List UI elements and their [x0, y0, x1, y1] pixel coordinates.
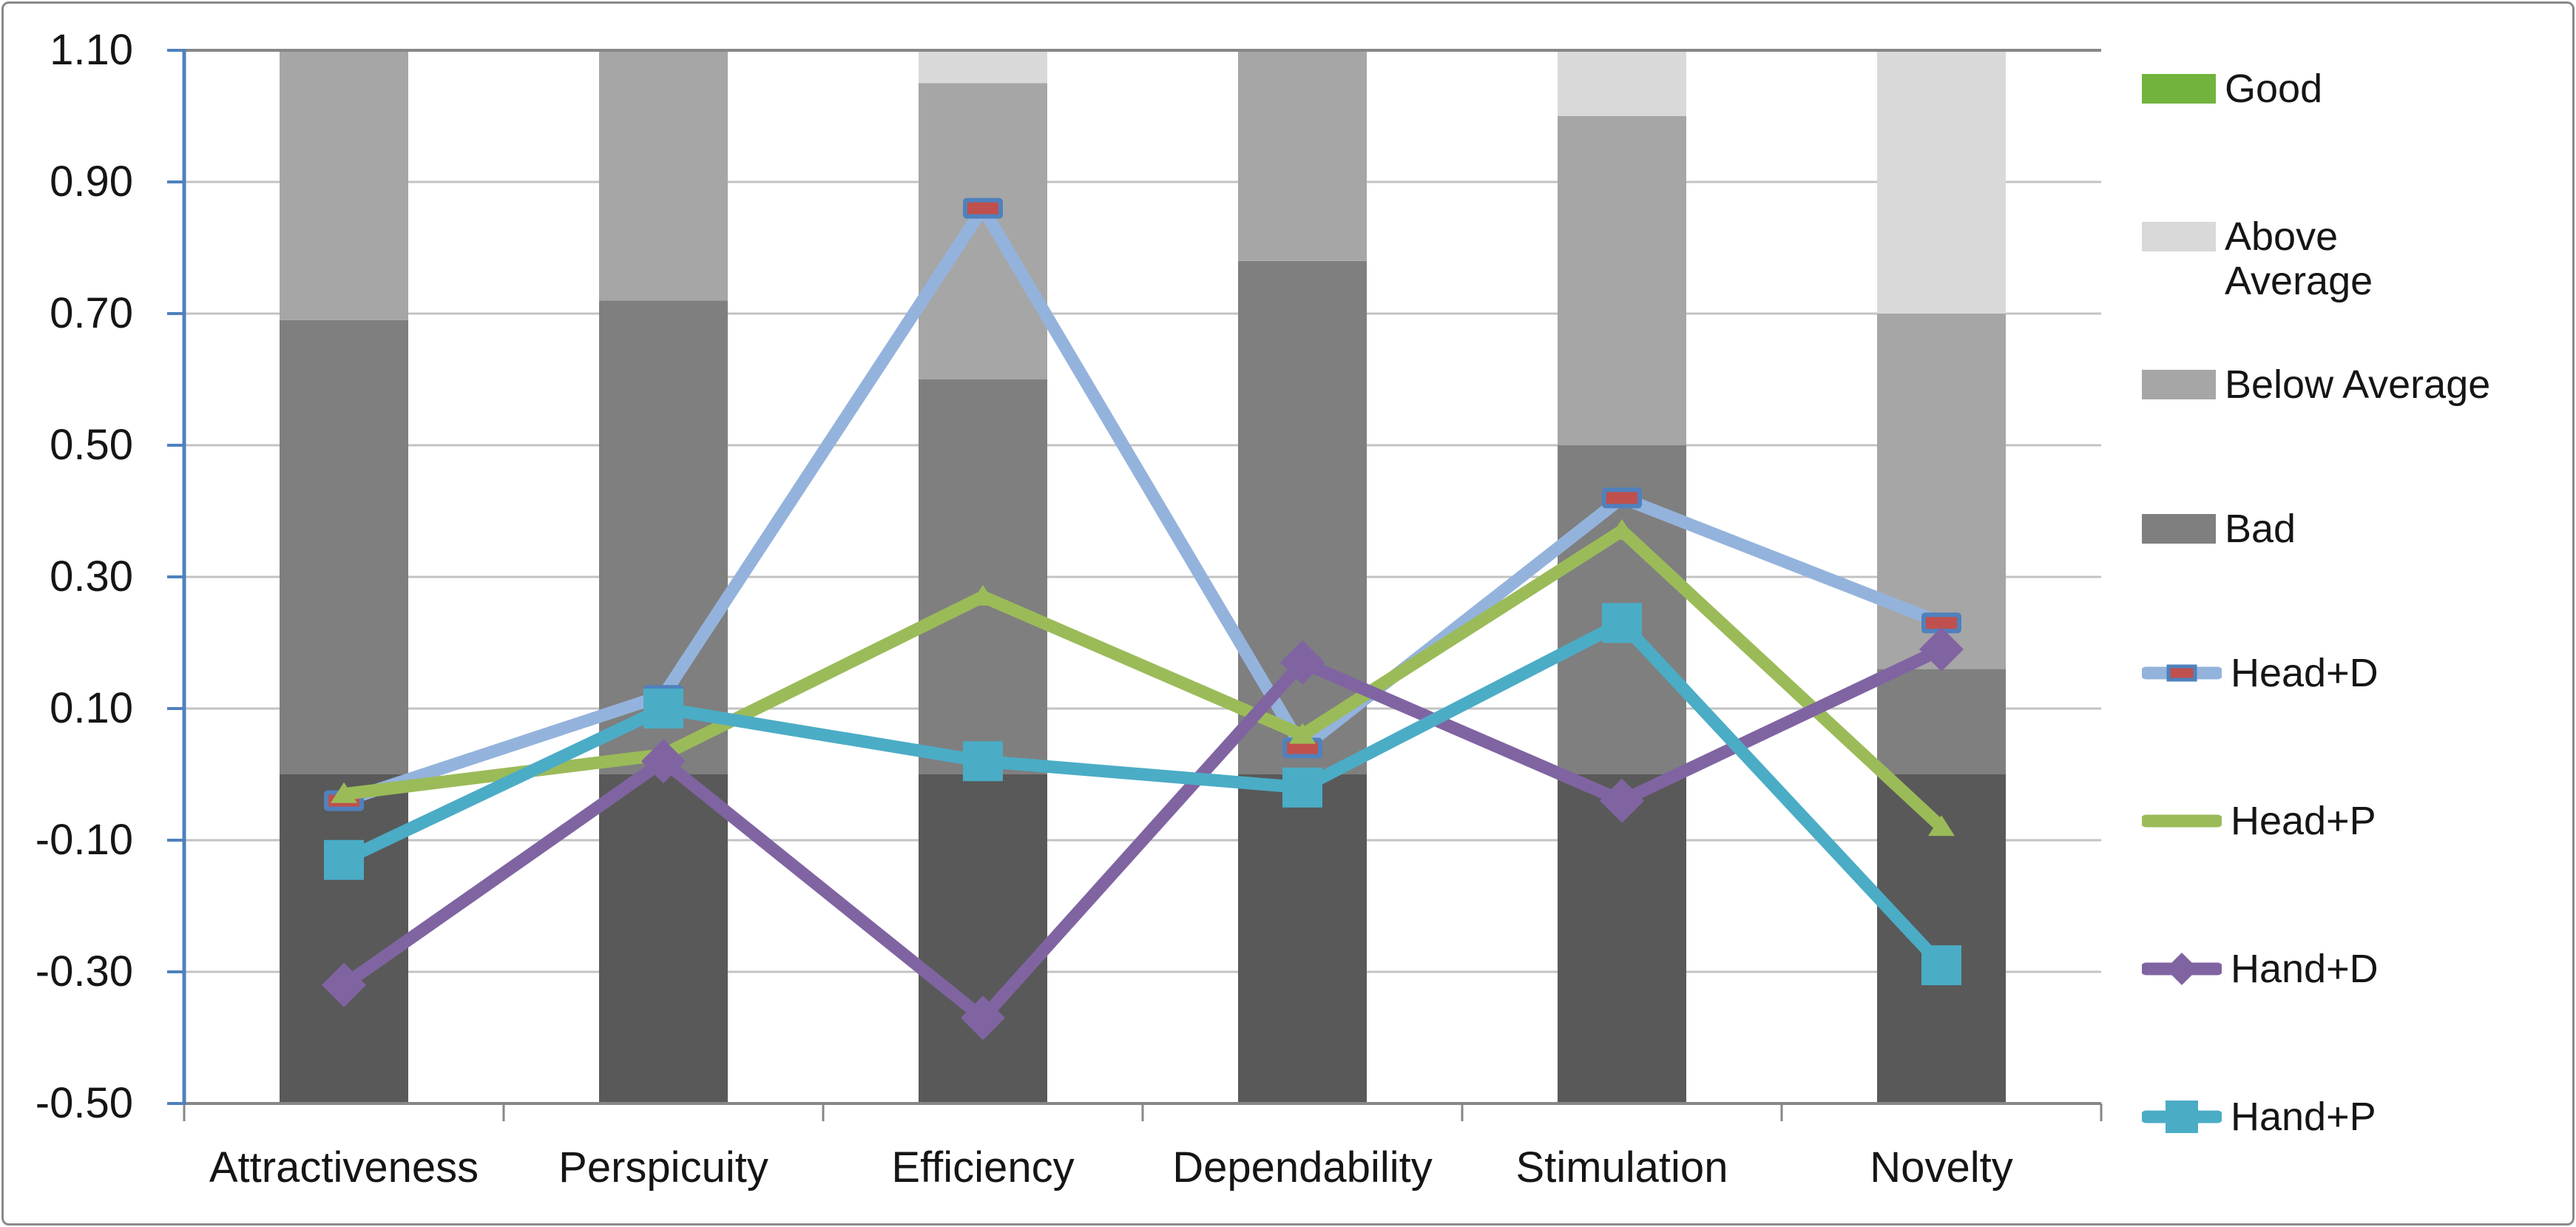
legend-swatch-bad-icon [2142, 514, 2216, 544]
y-axis-label: 0.10 [50, 684, 133, 732]
marker-diamond [1919, 626, 1964, 672]
marker-dash [1602, 487, 1642, 509]
marker-square [1921, 945, 1961, 986]
legend-item-above-average: Above Average [2142, 214, 2373, 303]
bar-segment-above_average [1558, 50, 1686, 116]
x-axis-label: Attractiveness [209, 1143, 479, 1191]
legend-item-hand-p: Hand+P [2142, 1095, 2376, 1139]
marker-triangle [970, 584, 996, 606]
y-axis-label: -0.10 [35, 816, 133, 864]
legend-label: Hand+D [2231, 947, 2379, 991]
y-axis-label: 0.70 [50, 289, 133, 337]
marker-triangle [331, 782, 357, 803]
y-axis-label: 0.50 [50, 421, 133, 469]
x-axis-label: Dependability [1172, 1143, 1433, 1191]
legend-item-below-average: Below Average [2142, 362, 2490, 407]
bar-segment-base [280, 774, 408, 1103]
legend-label: Bad [2225, 507, 2296, 551]
marker-diamond [1280, 640, 1325, 685]
bar-segment-base [1238, 774, 1367, 1103]
bar-segment-bad [919, 379, 1047, 774]
marker-diamond [1600, 778, 1644, 823]
x-axis-label: Novelty [1870, 1143, 2013, 1191]
series-line-head-d [337, 196, 1948, 808]
marker-diamond [322, 962, 366, 1007]
y-axis-label: 0.30 [50, 552, 133, 601]
marker-square [1602, 603, 1642, 643]
x-axis-label: Perspicuity [558, 1143, 768, 1191]
bar-segment-above_average [1877, 50, 2006, 314]
legend-item-good: Good [2142, 67, 2322, 111]
legend-line-icon [2142, 1095, 2222, 1139]
bar-segment-base [919, 774, 1047, 1103]
marker-diamond [961, 996, 1005, 1041]
legend-item-hand-d: Hand+D [2142, 947, 2379, 991]
legend-swatch-good-icon [2142, 74, 2216, 104]
x-axis-label: Efficiency [891, 1143, 1075, 1191]
y-axis-label: -0.30 [35, 947, 133, 996]
legend-line-icon [2142, 947, 2222, 991]
legend-label: Good [2225, 67, 2323, 111]
marker-square [963, 741, 1003, 782]
bar-segment-below_average [599, 50, 728, 301]
series-line-hand-p [337, 615, 1948, 972]
marker-square [324, 839, 364, 880]
bar-segment-bad [280, 320, 408, 774]
legend-label: Above Average [2225, 214, 2373, 303]
marker-square [643, 689, 683, 729]
legend-item-head-d: Head+D [2142, 651, 2379, 695]
y-axis-label: 0.90 [50, 158, 133, 206]
marker-triangle [1928, 815, 1955, 836]
legend-label: Below Average [2225, 362, 2491, 407]
marker-triangle [1289, 723, 1316, 744]
legend-line-icon [2142, 651, 2222, 695]
legend-label: Head+P [2231, 799, 2376, 843]
legend-swatch-below-average-icon [2142, 370, 2216, 399]
legend-item-head-p: Head+P [2142, 799, 2376, 843]
legend-item-bad: Bad [2142, 507, 2296, 551]
bar-segment-bad [1877, 669, 2006, 774]
legend-label: Hand+P [2231, 1095, 2376, 1139]
marker-dash [963, 197, 1003, 219]
bar-segment-below_average [919, 83, 1047, 379]
bar-segment-below_average [280, 50, 408, 320]
series-line-head-p [337, 523, 1948, 834]
bar-segment-below_average [1238, 50, 1367, 261]
bar-segment-base [1558, 774, 1686, 1103]
bar-segment-below_average [1558, 116, 1686, 445]
legend-swatch-above-average-icon [2142, 222, 2216, 251]
legend-line-icon [2142, 799, 2222, 843]
series-line-hand-d [337, 643, 1948, 1027]
marker-triangle [1609, 518, 1635, 540]
bar-segment-bad [1238, 260, 1367, 774]
bar-segment-above_average [919, 50, 1047, 84]
bar-segment-base [599, 774, 728, 1103]
x-axis-label: Stimulation [1515, 1143, 1728, 1191]
y-axis-label: -0.50 [35, 1079, 133, 1127]
y-axis-label: 1.10 [50, 26, 133, 74]
marker-square [1282, 767, 1322, 808]
marker-diamond [641, 739, 686, 784]
legend-label: Head+D [2231, 651, 2379, 695]
